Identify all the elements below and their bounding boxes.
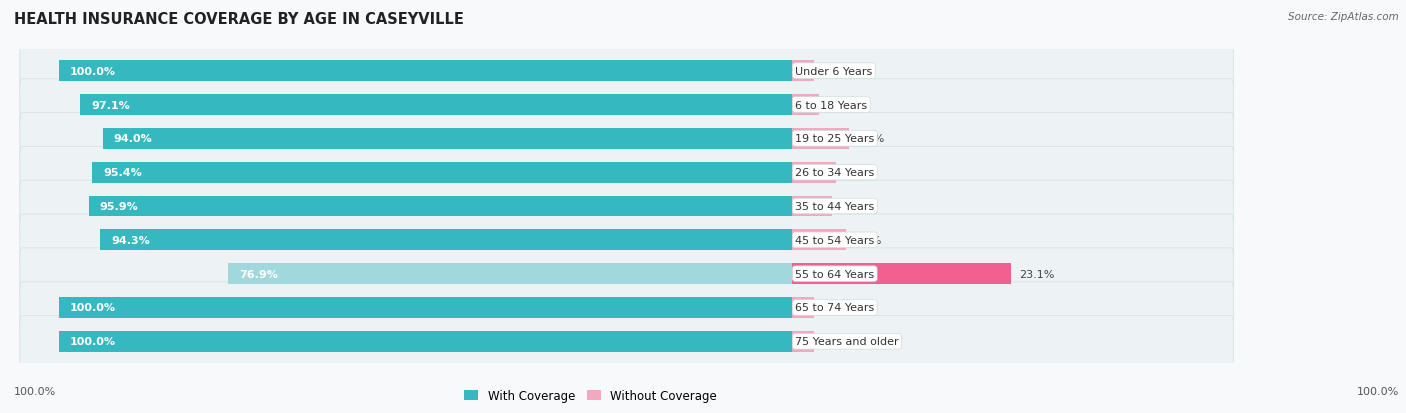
Text: 100.0%: 100.0%: [1357, 387, 1399, 396]
Text: 100.0%: 100.0%: [70, 337, 115, 347]
Text: 6 to 18 Years: 6 to 18 Years: [796, 100, 868, 110]
Bar: [89, 196, 792, 217]
Text: HEALTH INSURANCE COVERAGE BY AGE IN CASEYVILLE: HEALTH INSURANCE COVERAGE BY AGE IN CASE…: [14, 12, 464, 27]
Text: 4.2%: 4.2%: [839, 202, 868, 211]
Text: Under 6 Years: Under 6 Years: [796, 66, 873, 76]
Text: 0.0%: 0.0%: [821, 303, 849, 313]
FancyBboxPatch shape: [20, 46, 1233, 97]
FancyBboxPatch shape: [20, 282, 1233, 333]
Text: 100.0%: 100.0%: [70, 303, 115, 313]
Text: 19 to 25 Years: 19 to 25 Years: [796, 134, 875, 144]
FancyBboxPatch shape: [20, 147, 1233, 198]
Text: 100.0%: 100.0%: [14, 387, 56, 396]
Bar: [103, 128, 792, 150]
FancyBboxPatch shape: [20, 113, 1233, 165]
FancyBboxPatch shape: [20, 80, 1233, 131]
Text: 76.9%: 76.9%: [239, 269, 278, 279]
Text: 23.1%: 23.1%: [1019, 269, 1054, 279]
Bar: [59, 297, 792, 318]
Text: Source: ZipAtlas.com: Source: ZipAtlas.com: [1288, 12, 1399, 22]
Bar: [80, 95, 792, 116]
Text: 6.0%: 6.0%: [856, 134, 884, 144]
Text: 45 to 54 Years: 45 to 54 Years: [796, 235, 875, 245]
Text: 75 Years and older: 75 Years and older: [796, 337, 898, 347]
Text: 94.3%: 94.3%: [111, 235, 150, 245]
Bar: [228, 263, 792, 285]
FancyBboxPatch shape: [20, 248, 1233, 300]
Text: 2.9%: 2.9%: [827, 100, 855, 110]
Text: 0.0%: 0.0%: [821, 337, 849, 347]
Text: 4.7%: 4.7%: [844, 168, 872, 178]
Text: 94.0%: 94.0%: [114, 134, 152, 144]
Bar: [792, 61, 814, 82]
Text: 26 to 34 Years: 26 to 34 Years: [796, 168, 875, 178]
Text: 5.7%: 5.7%: [853, 235, 882, 245]
Bar: [792, 230, 846, 251]
Bar: [792, 95, 820, 116]
Text: 100.0%: 100.0%: [70, 66, 115, 76]
Bar: [93, 162, 792, 183]
Bar: [100, 230, 792, 251]
Bar: [792, 297, 814, 318]
Bar: [792, 128, 849, 150]
Text: 95.9%: 95.9%: [100, 202, 138, 211]
Text: 55 to 64 Years: 55 to 64 Years: [796, 269, 875, 279]
FancyBboxPatch shape: [20, 316, 1233, 367]
Text: 97.1%: 97.1%: [91, 100, 129, 110]
Bar: [792, 263, 1011, 285]
Bar: [792, 331, 814, 352]
Bar: [59, 331, 792, 352]
Text: 95.4%: 95.4%: [103, 168, 142, 178]
Legend: With Coverage, Without Coverage: With Coverage, Without Coverage: [460, 385, 721, 407]
FancyBboxPatch shape: [20, 181, 1233, 232]
Bar: [792, 196, 831, 217]
FancyBboxPatch shape: [20, 215, 1233, 266]
Bar: [792, 162, 837, 183]
Text: 65 to 74 Years: 65 to 74 Years: [796, 303, 875, 313]
Text: 0.0%: 0.0%: [821, 66, 849, 76]
Text: 35 to 44 Years: 35 to 44 Years: [796, 202, 875, 211]
Bar: [59, 61, 792, 82]
